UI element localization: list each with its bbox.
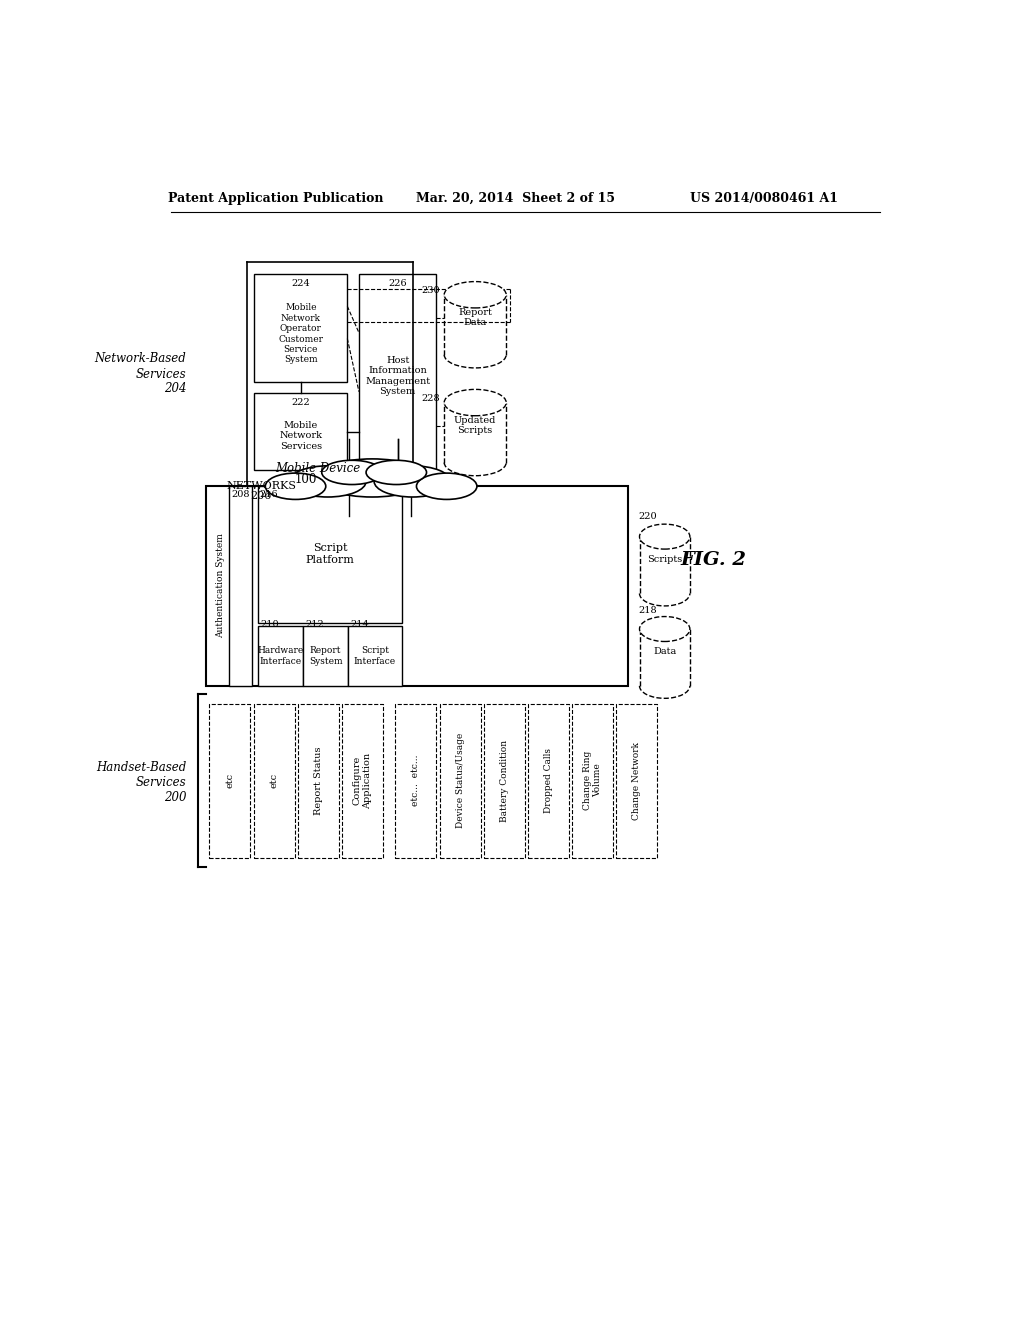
Ellipse shape	[265, 473, 326, 499]
Text: Configure
Application: Configure Application	[352, 752, 372, 809]
Text: 214: 214	[350, 620, 370, 628]
Text: 230: 230	[422, 286, 440, 296]
Text: 216: 216	[260, 491, 279, 499]
Text: etc: etc	[225, 774, 234, 788]
Bar	[254, 275, 347, 381]
Text: Authentication System: Authentication System	[216, 533, 224, 638]
Text: 100: 100	[295, 473, 317, 486]
Text: Change Ring
Volume: Change Ring Volume	[583, 751, 602, 810]
Text: Report
Data: Report Data	[459, 308, 493, 327]
Bar	[342, 704, 383, 858]
Text: etc: etc	[269, 774, 279, 788]
Ellipse shape	[366, 461, 427, 484]
Ellipse shape	[640, 616, 690, 642]
Bar	[439, 704, 480, 858]
Bar	[359, 275, 436, 470]
Text: Hardware
Interface: Hardware Interface	[258, 645, 304, 665]
Text: Mar. 20, 2014  Sheet 2 of 15: Mar. 20, 2014 Sheet 2 of 15	[416, 191, 615, 205]
Bar	[228, 486, 252, 686]
Bar	[209, 704, 251, 858]
Ellipse shape	[417, 473, 477, 499]
Text: etc...  etc...: etc... etc...	[412, 755, 421, 807]
Bar	[254, 393, 347, 470]
Bar	[254, 704, 295, 858]
Text: 224: 224	[292, 279, 310, 288]
Ellipse shape	[322, 461, 382, 484]
Text: Handset-Based
Services
200: Handset-Based Services 200	[96, 760, 186, 804]
Bar	[483, 704, 525, 858]
Text: Battery Condition: Battery Condition	[500, 739, 509, 821]
Text: Scripts: Scripts	[647, 556, 682, 564]
Ellipse shape	[640, 524, 690, 549]
Bar	[572, 704, 613, 858]
Bar	[258, 486, 401, 623]
Ellipse shape	[316, 459, 428, 498]
Text: NETWORKS: NETWORKS	[226, 480, 296, 491]
Ellipse shape	[290, 466, 367, 498]
Text: Change Network: Change Network	[632, 742, 641, 820]
Bar	[395, 704, 436, 858]
Text: Host
Information
Management
System: Host Information Management System	[366, 356, 430, 396]
Text: 220: 220	[638, 512, 656, 521]
Bar	[298, 704, 339, 858]
Text: Network-Based
Services
204: Network-Based Services 204	[94, 352, 186, 396]
Text: 210: 210	[260, 620, 280, 628]
Text: Script
Interface: Script Interface	[353, 645, 396, 665]
Ellipse shape	[374, 466, 451, 498]
Text: Mobile Device: Mobile Device	[275, 462, 360, 475]
Text: Updated
Scripts: Updated Scripts	[454, 416, 497, 436]
Bar	[258, 626, 303, 686]
Bar	[348, 626, 401, 686]
Text: Patent Application Publication: Patent Application Publication	[168, 191, 383, 205]
Text: Data: Data	[653, 648, 676, 656]
Bar	[206, 486, 628, 686]
Bar	[616, 704, 657, 858]
Text: 228: 228	[422, 395, 440, 403]
Text: 212: 212	[305, 620, 325, 628]
Bar	[528, 704, 569, 858]
Text: US 2014/0080461 A1: US 2014/0080461 A1	[689, 191, 838, 205]
Text: Script
Platform: Script Platform	[305, 544, 354, 565]
Text: Report Status: Report Status	[313, 746, 323, 814]
Text: Dropped Calls: Dropped Calls	[544, 748, 553, 813]
Text: 206: 206	[251, 491, 272, 502]
Text: 218: 218	[638, 606, 656, 615]
Ellipse shape	[444, 281, 506, 308]
Text: Report
System: Report System	[309, 645, 342, 665]
Text: Mobile
Network
Services: Mobile Network Services	[280, 421, 323, 450]
Text: 222: 222	[292, 399, 310, 407]
Text: FIG. 2: FIG. 2	[680, 550, 746, 569]
Ellipse shape	[444, 389, 506, 416]
Bar	[303, 626, 348, 686]
Text: Device Status/Usage: Device Status/Usage	[456, 733, 465, 828]
Text: 226: 226	[388, 279, 407, 288]
Text: 208: 208	[231, 491, 250, 499]
Text: Mobile
Network
Operator
Customer
Service
System: Mobile Network Operator Customer Service…	[279, 304, 324, 364]
